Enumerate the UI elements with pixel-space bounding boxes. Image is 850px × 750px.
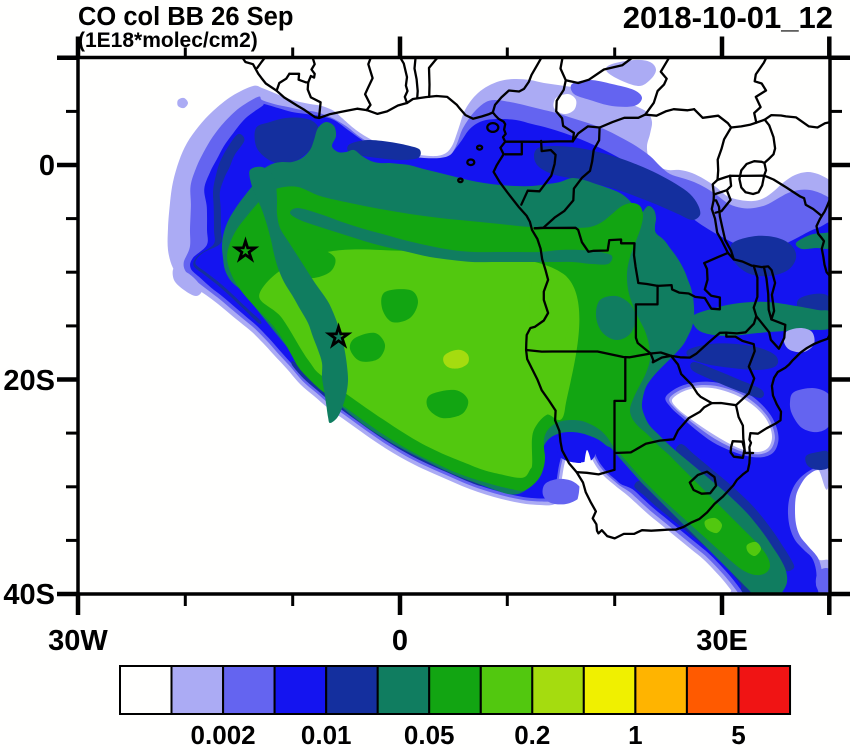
svg-text:1: 1 <box>628 720 642 750</box>
svg-text:40S: 40S <box>3 579 55 611</box>
svg-text:(1E18*molec/cm2): (1E18*molec/cm2) <box>78 29 258 52</box>
svg-text:5: 5 <box>731 720 745 750</box>
svg-text:0.002: 0.002 <box>191 720 256 750</box>
svg-text:30W: 30W <box>48 625 108 657</box>
svg-text:0: 0 <box>392 625 408 657</box>
svg-text:0: 0 <box>39 150 55 182</box>
svg-text:0.05: 0.05 <box>404 720 455 750</box>
svg-text:30E: 30E <box>696 625 748 657</box>
svg-text:20S: 20S <box>3 365 55 397</box>
svg-text:2018-10-01_12: 2018-10-01_12 <box>623 0 833 35</box>
svg-text:0.01: 0.01 <box>301 720 352 750</box>
svg-text:CO col BB 26 Sep: CO col BB 26 Sep <box>78 3 293 31</box>
svg-text:0.2: 0.2 <box>514 720 550 750</box>
